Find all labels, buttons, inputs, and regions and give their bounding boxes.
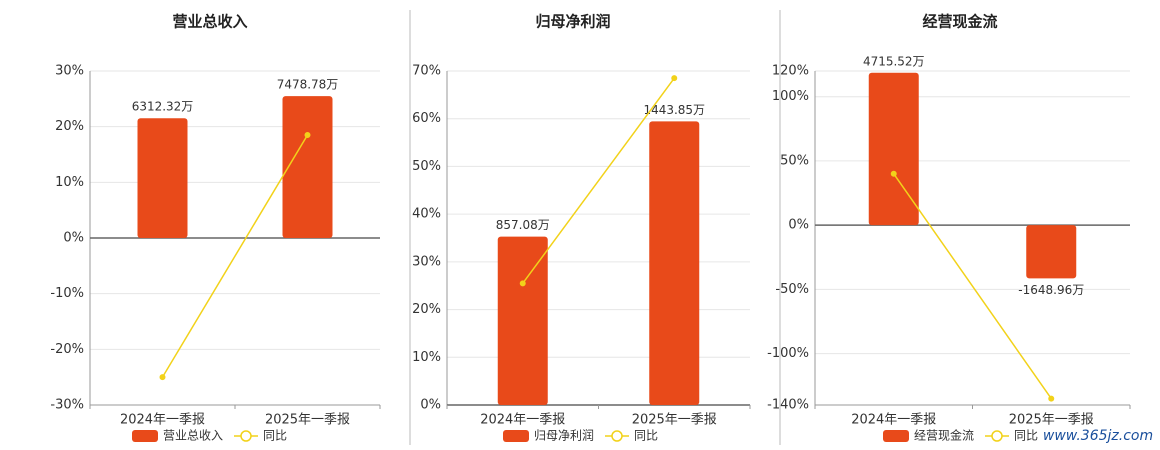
data-label: 4715.52万	[863, 54, 925, 68]
y-tick-label: 0%	[788, 218, 809, 233]
watermark: www.365jz.com	[1043, 428, 1153, 444]
line	[161, 134, 309, 378]
x-tick-label: 2024年一季报	[480, 413, 565, 428]
y-tick-label: -50%	[775, 282, 809, 297]
bar	[137, 118, 188, 238]
y-tick-label: 0%	[420, 398, 441, 413]
data-label: 6312.32万	[132, 100, 194, 114]
line-point	[1048, 395, 1055, 402]
chart-title: 归母净利润	[535, 13, 610, 31]
y-tick-label: 0%	[63, 231, 84, 246]
y-tick-label: 30%	[412, 254, 441, 269]
x-tick-label: 2025年一季报	[265, 413, 350, 428]
y-tick-label: 20%	[412, 302, 441, 317]
line-point	[890, 170, 897, 177]
line-point	[304, 132, 311, 139]
y-tick-label: 10%	[412, 350, 441, 365]
bar	[868, 72, 919, 226]
chart-title: 经营现金流	[922, 13, 997, 31]
x-tick-label: 2025年一季报	[1009, 413, 1094, 428]
legend-marker	[240, 430, 252, 442]
data-label: 1443.85万	[643, 103, 705, 117]
legend-marker	[611, 430, 623, 442]
y-tick-label: 30%	[55, 64, 84, 79]
line	[893, 173, 1052, 400]
x-tick-label: 2025年一季报	[632, 413, 717, 428]
legend-label: 同比	[1014, 429, 1038, 443]
y-tick-label: 100%	[772, 89, 809, 104]
legend-label: 归母净利润	[534, 429, 594, 443]
data-label: 7478.78万	[277, 78, 339, 92]
y-tick-label: 50%	[780, 153, 809, 168]
y-tick-label: -140%	[767, 398, 809, 413]
y-tick-label: -10%	[50, 286, 84, 301]
legend-swatch	[132, 430, 158, 442]
y-tick-label: 10%	[55, 175, 84, 190]
bar	[282, 96, 333, 238]
bar	[497, 236, 548, 405]
y-tick-label: -100%	[767, 346, 809, 361]
line-point	[519, 280, 526, 287]
y-tick-label: 40%	[412, 207, 441, 222]
legend-swatch	[503, 430, 529, 442]
y-tick-label: -30%	[50, 398, 84, 413]
data-label: -1648.96万	[1018, 283, 1084, 297]
y-tick-label: 20%	[55, 119, 84, 134]
legend-label: 同比	[263, 429, 287, 443]
legend-label: 同比	[634, 429, 658, 443]
legend-label: 营业总收入	[163, 429, 223, 443]
legend-marker	[991, 430, 1003, 442]
x-tick-label: 2024年一季报	[120, 413, 205, 428]
legend-swatch	[883, 430, 909, 442]
y-tick-label: 120%	[772, 64, 809, 79]
legend-label: 经营现金流	[914, 428, 974, 443]
data-label: 857.08万	[496, 218, 550, 232]
line-point	[159, 374, 166, 381]
chart-title: 营业总收入	[172, 13, 247, 31]
bar	[1026, 225, 1077, 279]
y-tick-label: -20%	[50, 342, 84, 357]
y-tick-label: 70%	[412, 64, 441, 79]
y-tick-label: 60%	[412, 111, 441, 126]
y-tick-label: 50%	[412, 159, 441, 174]
x-tick-label: 2024年一季报	[851, 413, 936, 428]
line-point	[671, 75, 678, 82]
line	[522, 77, 675, 284]
bar	[649, 121, 700, 406]
